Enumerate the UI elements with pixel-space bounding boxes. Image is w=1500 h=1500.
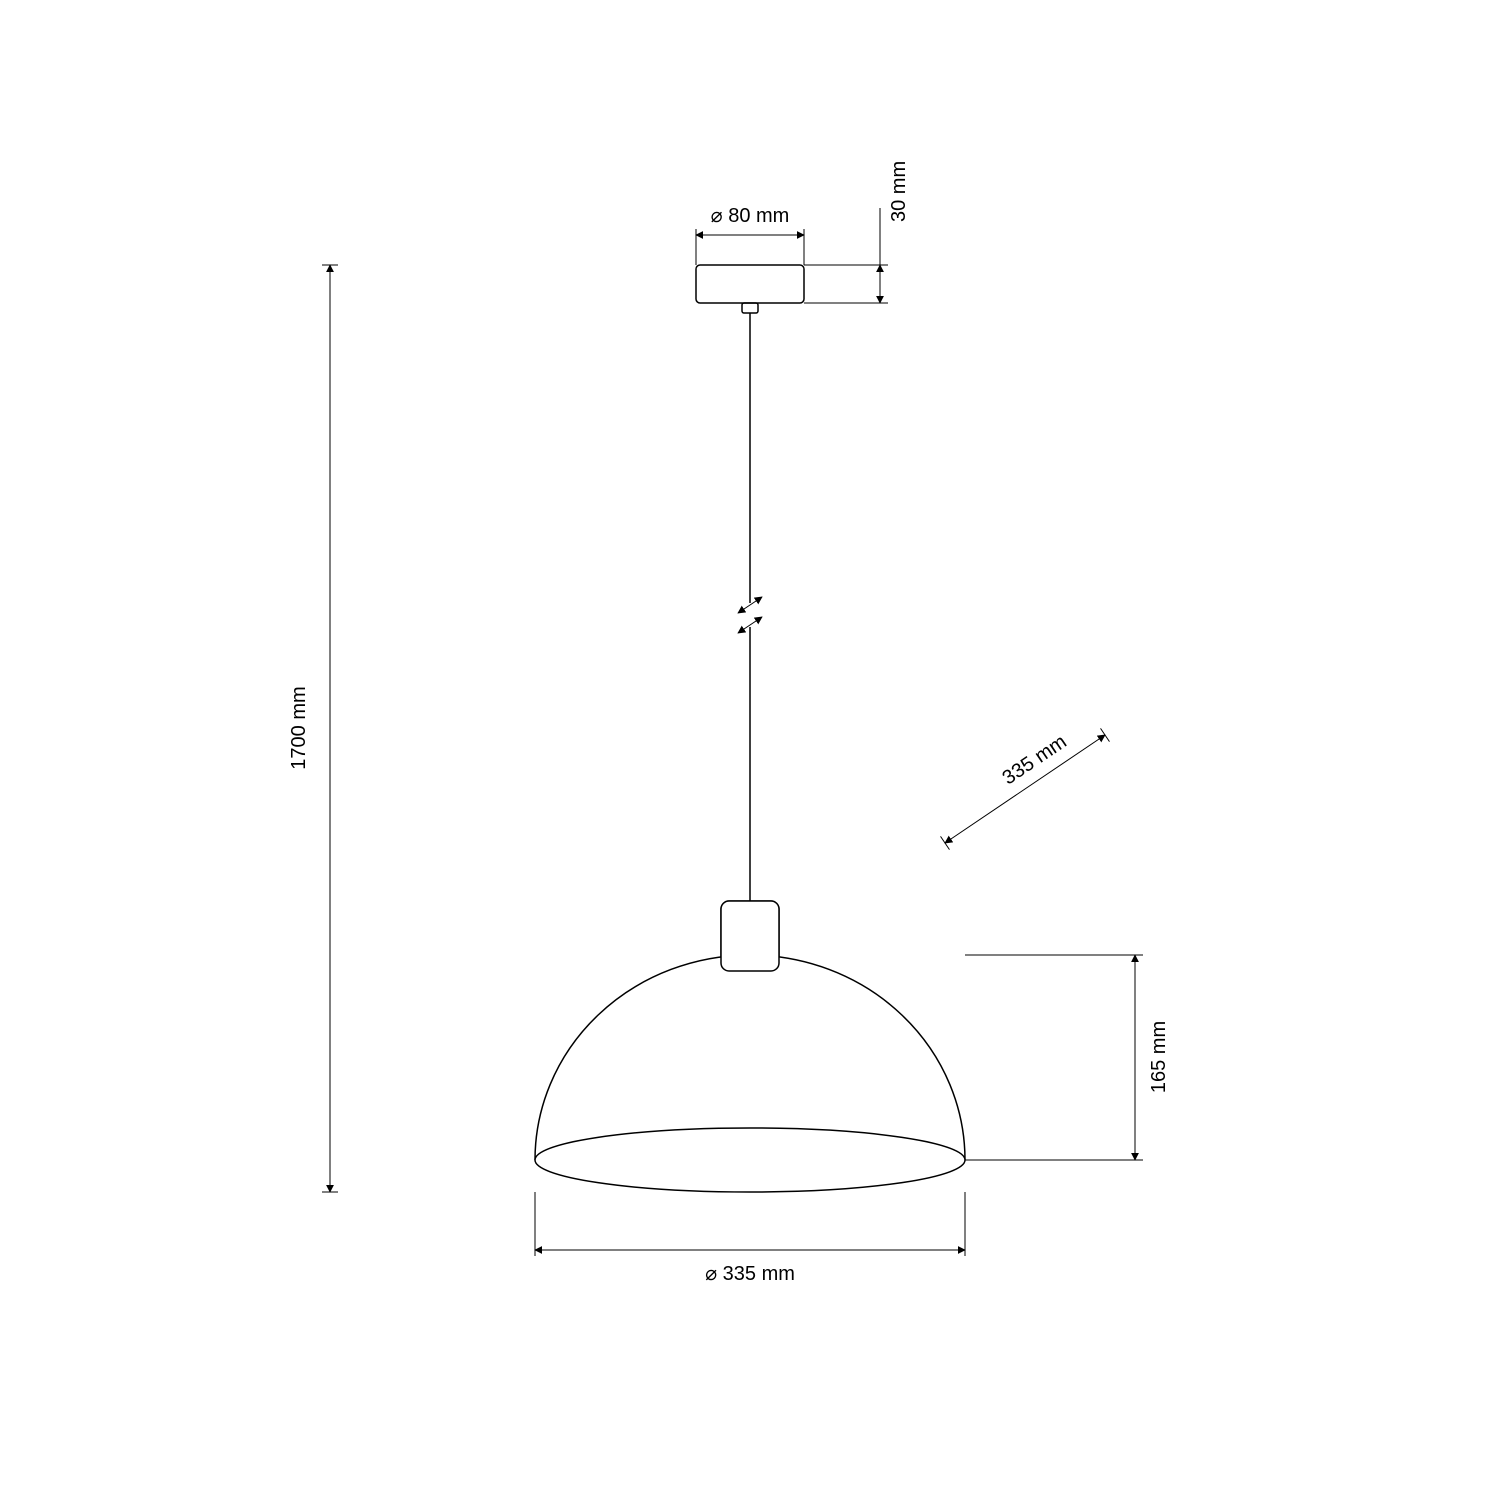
dim-shade-height: 165 mm	[1148, 1021, 1170, 1093]
dim-shade-diameter-diagonal: 335 mm	[999, 731, 1071, 790]
lamp-outline	[535, 265, 965, 1192]
pendant-lamp-technical-drawing: 1700 mm ⌀ 80 mm 30 mm 165 mm ⌀ 335 mm 335 mm	[0, 0, 1500, 1500]
ceiling-canopy	[696, 265, 804, 303]
cord-grip	[742, 303, 758, 313]
dim-shade-diameter-bottom: ⌀ 335 mm	[705, 1263, 795, 1285]
dim-canopy-height: 30 mm	[888, 161, 910, 222]
lamp-shade-opening	[535, 1128, 965, 1192]
dim-total-height: 1700 mm	[288, 686, 310, 769]
dim-canopy-diameter: ⌀ 80 mm	[711, 205, 790, 227]
